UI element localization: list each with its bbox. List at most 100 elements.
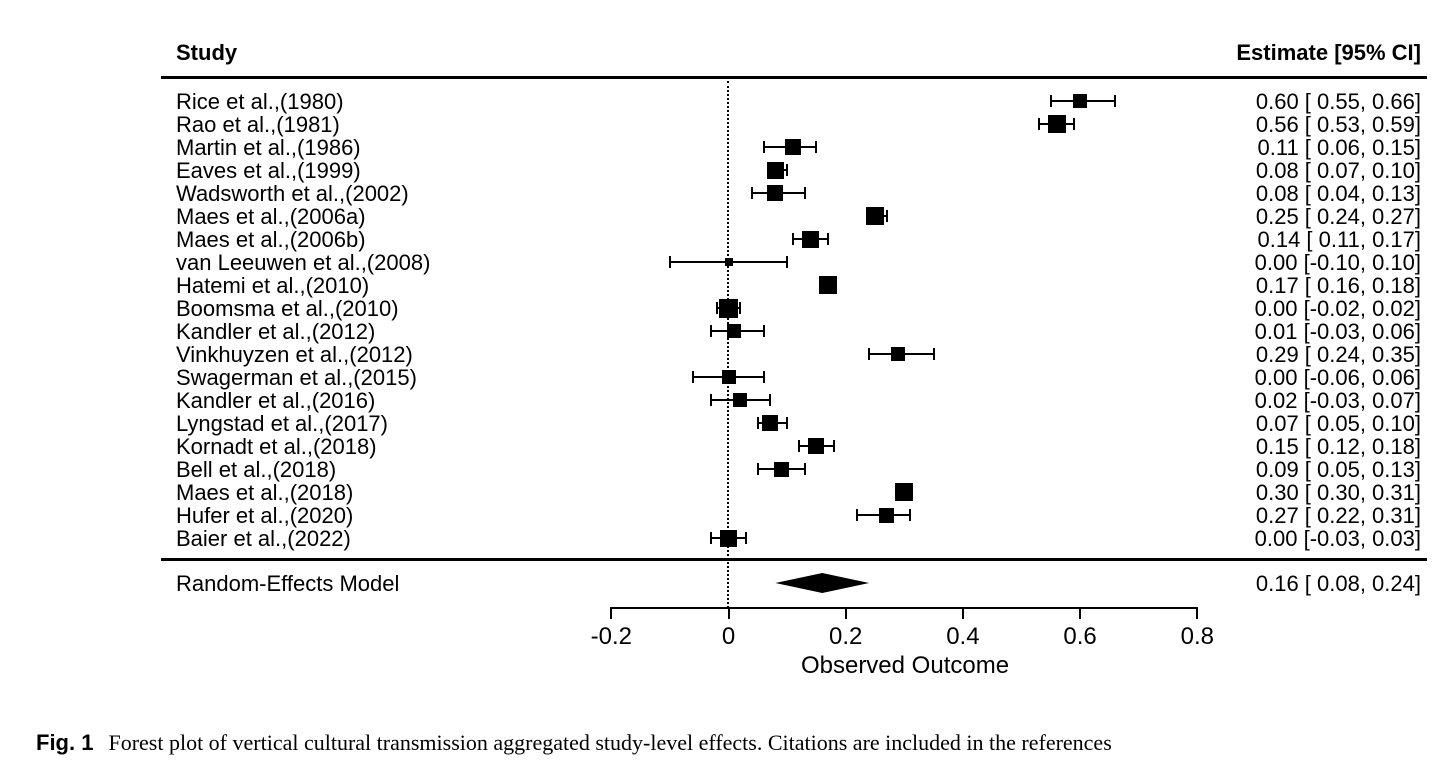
zero-reference-line — [727, 81, 729, 608]
study-label: Maes et al.,(2006b) — [176, 226, 366, 252]
study-label: van Leeuwen et al.,(2008) — [176, 249, 431, 275]
estimate-text: 0.00 [-0.03, 0.03] — [1254, 525, 1421, 551]
x-axis-tick — [961, 607, 964, 619]
estimate-text: 0.17 [ 0.16, 0.18] — [1255, 272, 1421, 298]
figure-caption: Fig. 1 Forest plot of vertical cultural t… — [36, 729, 1112, 756]
estimate-marker — [761, 415, 778, 431]
ci-cap-left — [709, 325, 712, 337]
study-row: Maes et al.,(2018) 0.30 [ 0.30, 0.31] — [0, 481, 1456, 504]
study-row: Kandler et al.,(2012) 0.01 [-0.03, 0.06] — [0, 320, 1456, 343]
ci-cap-right — [786, 164, 789, 176]
x-axis-tick-label: 0.2 — [829, 623, 863, 650]
estimate-marker — [895, 483, 914, 501]
study-row: Rao et al.,(1981) 0.56 [ 0.53, 0.59] — [0, 113, 1456, 136]
estimate-text: 0.00 [-0.06, 0.06] — [1254, 364, 1421, 390]
ci-cap-left — [709, 394, 712, 406]
study-label: Lyngstad et al.,(2017) — [176, 410, 388, 436]
study-label: Rice et al.,(1980) — [176, 88, 344, 114]
study-row: Maes et al.,(2006b) 0.14 [ 0.11, 0.17] — [0, 228, 1456, 251]
study-row: Vinkhuyzen et al.,(2012) 0.29 [ 0.24, 0.3… — [0, 343, 1456, 366]
study-column-header: Study — [176, 40, 238, 65]
ci-cap-left — [856, 509, 859, 521]
summary-divider-line — [161, 558, 1427, 561]
estimate-text: 0.30 [ 0.30, 0.31] — [1255, 479, 1421, 505]
estimate-marker — [721, 370, 736, 384]
x-axis-tick-label: 0.8 — [1180, 623, 1214, 650]
study-label: Swagerman et al.,(2015) — [176, 364, 417, 390]
ci-cap-left — [791, 233, 794, 245]
estimate-text: 0.09 [ 0.05, 0.13] — [1255, 456, 1421, 482]
estimate-marker — [719, 298, 738, 318]
study-label: Vinkhuyzen et al.,(2012) — [176, 341, 413, 367]
estimate-text: 0.01 [-0.03, 0.06] — [1254, 318, 1421, 344]
estimate-text: 0.29 [ 0.24, 0.35] — [1255, 341, 1421, 367]
caption-text: Forest plot of vertical cultural transmi… — [108, 730, 1112, 755]
ci-cap-right — [803, 463, 806, 475]
study-row: Maes et al.,(2006a) 0.25 [ 0.24, 0.27] — [0, 205, 1456, 228]
summary-row: Random-Effects Model 0.16 [ 0.08, 0.24] — [0, 572, 1456, 595]
study-label: Martin et al.,(1986) — [176, 134, 361, 160]
estimate-text: 0.07 [ 0.05, 0.10] — [1255, 410, 1421, 436]
x-axis-tick-label: -0.2 — [590, 623, 632, 650]
study-row: van Leeuwen et al.,(2008) 0.00 [-0.10, 0.… — [0, 251, 1456, 274]
ci-cap-right — [762, 325, 765, 337]
ci-cap-right — [1114, 95, 1117, 107]
ci-cap-left — [762, 141, 765, 153]
estimate-marker — [891, 347, 906, 361]
ci-cap-right — [762, 371, 765, 383]
x-axis-title: Observed Outcome — [800, 652, 1010, 679]
study-label: Hatemi et al.,(2010) — [176, 272, 370, 298]
x-axis-tick — [727, 607, 730, 619]
ci-cap-right — [786, 417, 789, 429]
estimate-marker — [879, 507, 895, 523]
study-label: Maes et al.,(2018) — [176, 479, 354, 505]
estimate-marker — [720, 529, 737, 547]
study-row: Bell et al.,(2018) 0.09 [ 0.05, 0.13] — [0, 458, 1456, 481]
study-label: Baier et al.,(2022) — [176, 525, 351, 551]
ci-cap-right — [827, 233, 830, 245]
ci-cap-right — [786, 256, 789, 268]
summary-diamond — [775, 573, 870, 593]
ci-cap-right — [745, 532, 748, 544]
study-label: Wadsworth et al.,(2002) — [176, 180, 409, 206]
study-label: Rao et al.,(1981) — [176, 111, 340, 137]
ci-cap-left — [756, 417, 759, 429]
estimate-text: 0.60 [ 0.55, 0.66] — [1255, 88, 1421, 114]
ci-cap-left — [868, 348, 871, 360]
x-axis-tick — [1196, 607, 1199, 619]
ci-cap-right — [739, 302, 742, 314]
x-axis-tick — [610, 607, 613, 619]
estimate-text: 0.56 [ 0.53, 0.59] — [1255, 111, 1421, 137]
estimate-marker — [733, 393, 748, 407]
study-row: Rice et al.,(1980) 0.60 [ 0.55, 0.66] — [0, 90, 1456, 113]
study-row: Swagerman et al.,(2015) 0.00 [-0.06, 0.06… — [0, 366, 1456, 389]
estimate-text: 0.14 [ 0.11, 0.17] — [1257, 226, 1422, 252]
ci-cap-left — [1049, 95, 1052, 107]
estimate-marker — [802, 230, 820, 248]
ci-cap-right — [832, 440, 835, 452]
ci-cap-right — [815, 141, 818, 153]
estimate-text: 0.11 [ 0.06, 0.15] — [1257, 134, 1422, 160]
estimate-marker — [866, 207, 884, 225]
ci-cap-left — [797, 440, 800, 452]
study-label: Eaves et al.,(1999) — [176, 157, 361, 183]
study-row: Lyngstad et al.,(2017) 0.07 [ 0.05, 0.10] — [0, 412, 1456, 435]
study-row: Kandler et al.,(2016) 0.02 [-0.03, 0.07] — [0, 389, 1456, 412]
study-label: Maes et al.,(2006a) — [176, 203, 366, 229]
estimate-marker — [819, 276, 838, 294]
estimate-text: 0.08 [ 0.07, 0.10] — [1255, 157, 1421, 183]
study-row: Baier et al.,(2022) 0.00 [-0.03, 0.03] — [0, 527, 1456, 550]
x-axis-tick-label: 0.4 — [946, 623, 980, 650]
estimate-column-header: Estimate [95% CI] — [1236, 40, 1421, 65]
study-label: Bell et al.,(2018) — [176, 456, 337, 482]
study-label: Hufer et al.,(2020) — [176, 502, 354, 528]
estimate-marker — [727, 324, 742, 338]
study-row: Martin et al.,(1986) 0.11 [ 0.06, 0.15] — [0, 136, 1456, 159]
x-axis-line — [610, 607, 1199, 609]
x-axis-tick-label: 0 — [721, 623, 736, 650]
summary-estimate: 0.16 [ 0.08, 0.24] — [1255, 570, 1421, 596]
estimate-text: 0.00 [-0.02, 0.02] — [1254, 295, 1421, 321]
estimate-marker — [766, 161, 784, 179]
ci-cap-left — [668, 256, 671, 268]
